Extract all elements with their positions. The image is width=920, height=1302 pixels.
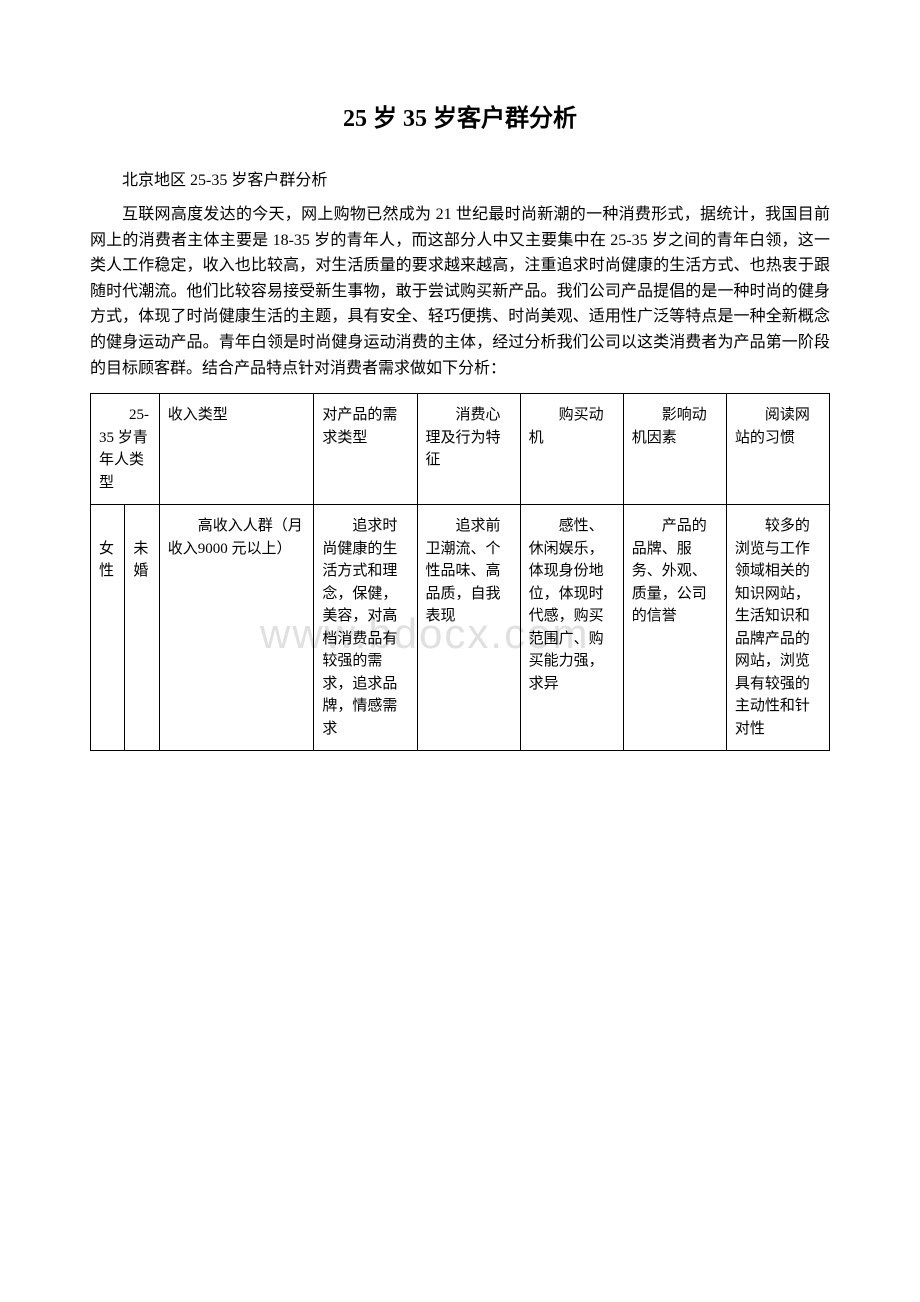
cell-habits: 较多的浏览与工作领域相关的知识网站，生活知识和品牌产品的网站，浏览具有较强的主动… bbox=[726, 505, 829, 751]
table-row: 女性 未婚 高收入人群（月收入9000 元以上） 追求时尚健康的生活方式和理念，… bbox=[91, 505, 830, 751]
analysis-table: 25-35 岁青年人类型 收入类型 对产品的需求类型 消费心理及行为特征 购买动… bbox=[90, 393, 830, 751]
cell-marital-status: 未婚 bbox=[125, 505, 159, 751]
intro-paragraph: 互联网高度发达的今天，网上购物已然成为 21 世纪最时尚新潮的一种消费形式，据统… bbox=[90, 202, 830, 381]
header-psychology: 消费心理及行为特征 bbox=[417, 394, 520, 505]
cell-psychology: 追求前卫潮流、个性品味、高品质，自我表现 bbox=[417, 505, 520, 751]
document-subtitle: 北京地区 25-35 岁客户群分析 bbox=[90, 168, 830, 194]
cell-motivation: 感性、休闲娱乐，体现身份地位，体现时代感，购买范围广、购买能力强，求异 bbox=[520, 505, 623, 751]
cell-gender: 女性 bbox=[91, 505, 125, 751]
header-demand-type: 对产品的需求类型 bbox=[314, 394, 417, 505]
header-factors: 影响动机因素 bbox=[623, 394, 726, 505]
cell-factors: 产品的品牌、服务、外观、质量，公司的信誉 bbox=[623, 505, 726, 751]
header-habits: 阅读网站的习惯 bbox=[726, 394, 829, 505]
table-header-row: 25-35 岁青年人类型 收入类型 对产品的需求类型 消费心理及行为特征 购买动… bbox=[91, 394, 830, 505]
header-income-type: 收入类型 bbox=[159, 394, 314, 505]
cell-demand: 追求时尚健康的生活方式和理念，保健，美容，对高档消费品有较强的需求，追求品牌，情… bbox=[314, 505, 417, 751]
cell-income: 高收入人群（月收入9000 元以上） bbox=[159, 505, 314, 751]
header-motivation: 购买动机 bbox=[520, 394, 623, 505]
document-title: 25 岁 35 岁客户群分析 bbox=[90, 100, 830, 138]
header-customer-type: 25-35 岁青年人类型 bbox=[91, 394, 160, 505]
